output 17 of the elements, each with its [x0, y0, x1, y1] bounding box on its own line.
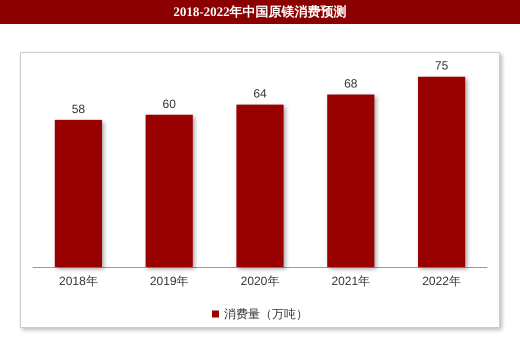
- x-tick-label: 2021年: [331, 274, 370, 288]
- legend-label: 消费量（万吨）: [224, 307, 308, 321]
- chart-title: 2018-2022年中国原镁消费预测: [0, 0, 520, 24]
- x-tick-label: 2019年: [150, 274, 189, 288]
- data-label: 75: [434, 58, 449, 73]
- data-label: 60: [162, 96, 176, 111]
- bar: [327, 94, 374, 267]
- data-label: 64: [253, 86, 267, 101]
- x-tick-label: 2022年: [422, 274, 461, 288]
- bar: [418, 76, 466, 267]
- bar: [54, 120, 102, 267]
- x-tick-label: 2020年: [240, 274, 280, 288]
- data-label: 58: [72, 102, 86, 116]
- bar: [146, 114, 193, 267]
- bar: [236, 104, 284, 267]
- data-label: 68: [344, 76, 358, 90]
- x-tick-label: 2018年: [59, 274, 98, 288]
